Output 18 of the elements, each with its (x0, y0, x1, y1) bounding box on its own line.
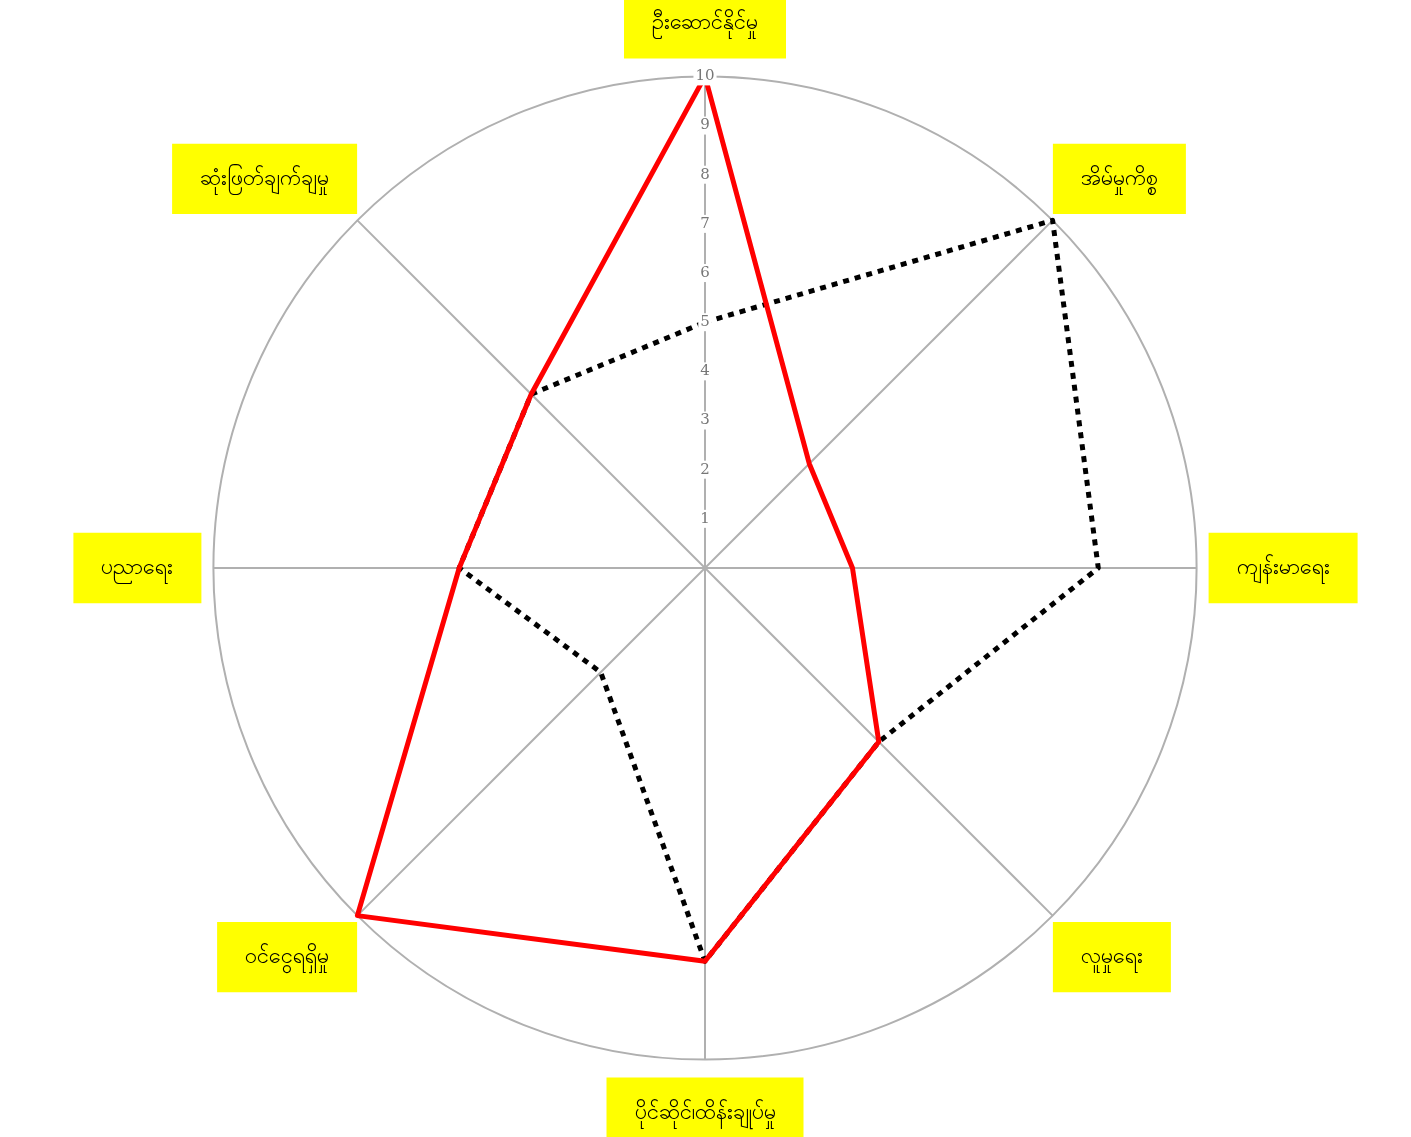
y-tick-label: 7 (700, 213, 710, 232)
spoke-label: လူမှုရေး (1080, 942, 1143, 973)
spoke-label: ဆုံးဖြတ်ချက်ချမှု (200, 163, 330, 195)
spoke-label: ပညာရေး (101, 553, 174, 584)
y-tick-label: 5 (700, 312, 710, 331)
y-tick-label: 9 (700, 115, 710, 134)
y-tick-label: 10 (695, 66, 715, 85)
spoke-label: ပိုင်ဆိုင်၊ထိန်းချုပ်မှု (634, 1098, 776, 1130)
spoke-label: ကျန်းမာရေး (1236, 553, 1330, 584)
y-tick-label: 4 (700, 361, 710, 380)
y-tick-label: 8 (700, 164, 710, 183)
spoke-label: ဦးဆောင်နိုင်မှု (652, 8, 758, 39)
y-tick-label: 1 (700, 508, 710, 527)
y-tick-label: 2 (700, 459, 710, 478)
y-tick-label: 6 (700, 262, 710, 281)
y-tick-label: 3 (700, 410, 710, 429)
spoke-label: အိမ်မှုကိစ္စ (1080, 164, 1158, 195)
spoke-label: ဝင်ငွေရရှိမှု (245, 942, 330, 974)
